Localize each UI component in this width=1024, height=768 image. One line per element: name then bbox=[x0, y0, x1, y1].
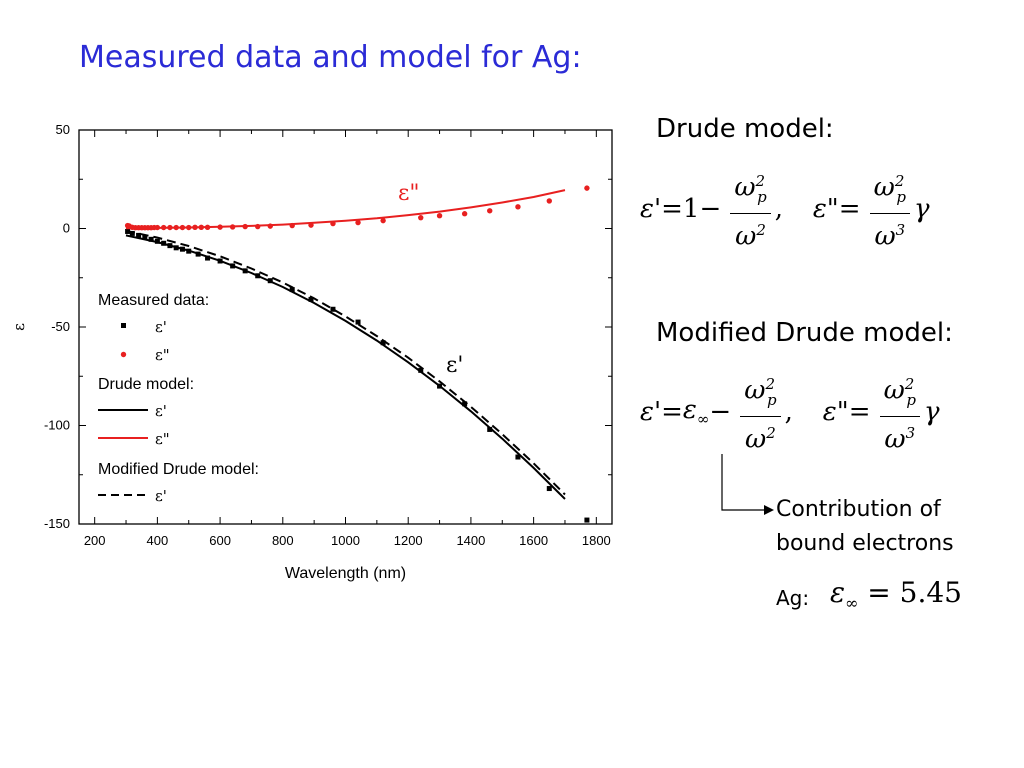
eps2-symbol: ε" bbox=[812, 193, 839, 224]
data-point-measured bbox=[142, 234, 148, 240]
one-constant: 1 bbox=[682, 193, 700, 224]
x-tick-label: 1400 bbox=[456, 533, 485, 548]
ag-label: Ag: bbox=[776, 586, 810, 610]
x-tick-label: 1200 bbox=[394, 533, 423, 548]
y-tick-label: -100 bbox=[44, 418, 70, 433]
ag-value: = 5.45 bbox=[867, 576, 962, 609]
x-tick-label: 200 bbox=[84, 533, 106, 548]
legend-drude-header: Drude model: bbox=[98, 376, 194, 393]
modified-eps1-fraction: ω2p ω2 bbox=[740, 368, 781, 456]
chart-legend: Measured data: ε' ε" Drude model: ε' ε" Modifi… bbox=[98, 292, 259, 505]
legend-modified-header: Modified Drude model: bbox=[98, 461, 259, 478]
annotation-eps1: ε' bbox=[446, 353, 463, 378]
x-tick-label: 1800 bbox=[582, 533, 611, 548]
data-point-measured bbox=[148, 236, 154, 242]
y-tick-label: 0 bbox=[63, 221, 70, 236]
data-point-measured bbox=[462, 401, 468, 407]
data-point-measured bbox=[355, 219, 361, 226]
data-point-measured bbox=[380, 340, 386, 346]
data-point-measured bbox=[436, 212, 443, 219]
modified-eps2-fraction: ω2p ω3 bbox=[879, 368, 920, 456]
x-tick-label: 1600 bbox=[519, 533, 548, 548]
series-line-drude bbox=[125, 189, 566, 230]
data-point-measured bbox=[515, 204, 521, 210]
series-line-drude bbox=[125, 234, 566, 500]
legend-modified-eps1: ε' bbox=[155, 487, 167, 505]
arrow-head-icon bbox=[764, 505, 774, 515]
note-line-2: bound electrons bbox=[776, 531, 954, 556]
drude-eps1-fraction: ω2p ω2 bbox=[730, 165, 771, 253]
data-point-measured bbox=[129, 230, 135, 236]
legend-measured-eps2: ε" bbox=[155, 346, 170, 364]
data-point-measured bbox=[487, 208, 493, 214]
data-point-measured bbox=[330, 306, 336, 312]
x-axis-label: Wavelength (nm) bbox=[285, 565, 406, 582]
chart-plot-area: ε" ε' bbox=[124, 181, 590, 523]
data-point-measured bbox=[584, 517, 590, 523]
modified-drude-equation: ε'=ε∞− ω2p ω2 , ε"= ω2p ω3 γ bbox=[640, 368, 939, 456]
page-title: Measured data and model for Ag: bbox=[79, 40, 582, 75]
legend-drude-eps1: ε' bbox=[155, 402, 167, 420]
y-axis-label: ε bbox=[10, 323, 28, 331]
legend-marker-measured-eps2 bbox=[120, 351, 127, 358]
y-tick-label: -150 bbox=[44, 516, 70, 531]
x-tick-label: 1000 bbox=[331, 533, 360, 548]
chart: 200 400 600 800 1000 1200 1400 1600 1800 50 0 -50 -1… bbox=[10, 122, 613, 582]
eps1-symbol: ε' bbox=[640, 193, 662, 224]
data-point-measured bbox=[308, 296, 314, 302]
data-point-measured bbox=[355, 319, 361, 325]
data-point-measured bbox=[136, 232, 142, 238]
data-point-measured bbox=[289, 287, 295, 293]
data-point-measured bbox=[515, 454, 521, 460]
data-point-measured bbox=[418, 367, 424, 373]
x-tick-label: 800 bbox=[272, 533, 294, 548]
data-point-measured bbox=[380, 217, 386, 224]
data-point-measured bbox=[487, 426, 493, 432]
drude-equation: ε'=1− ω2p ω2 , ε"= ω2p ω3 γ bbox=[640, 165, 930, 253]
ag-eps-inf-value: ε∞ = 5.45 bbox=[830, 576, 962, 613]
drude-model-heading: Drude model: bbox=[656, 114, 834, 144]
legend-drude-eps2: ε" bbox=[155, 430, 170, 448]
series-line-modified-drude bbox=[125, 229, 566, 496]
y-tick-label: 50 bbox=[56, 122, 70, 137]
data-point-measured bbox=[461, 211, 468, 217]
chart-axes: 200 400 600 800 1000 1200 1400 1600 1800 50 0 -50 -1… bbox=[10, 122, 613, 582]
legend-measured-eps1: ε' bbox=[155, 318, 167, 336]
note-line-1: Contribution of bbox=[776, 497, 941, 522]
data-point-measured bbox=[546, 198, 552, 204]
data-point-measured bbox=[418, 214, 424, 221]
legend-measured-header: Measured data: bbox=[98, 292, 209, 309]
y-tick-label: -50 bbox=[51, 319, 70, 334]
bound-electrons-note: Contribution of bound electrons bbox=[776, 493, 954, 561]
arrow-connector bbox=[721, 454, 774, 515]
data-point-measured bbox=[584, 185, 590, 191]
x-tick-label: 600 bbox=[209, 533, 231, 548]
data-point-measured bbox=[205, 255, 211, 261]
gamma-symbol: γ bbox=[914, 193, 930, 224]
modified-drude-heading: Modified Drude model: bbox=[656, 318, 953, 348]
drude-eps2-fraction: ω2p ω3 bbox=[869, 165, 911, 253]
data-point-measured bbox=[546, 486, 552, 492]
legend-marker-measured-eps1 bbox=[121, 323, 126, 328]
x-tick-label: 400 bbox=[147, 533, 169, 548]
annotation-eps2: ε" bbox=[398, 181, 420, 206]
eps-inf-symbol: ε∞ bbox=[682, 395, 710, 429]
